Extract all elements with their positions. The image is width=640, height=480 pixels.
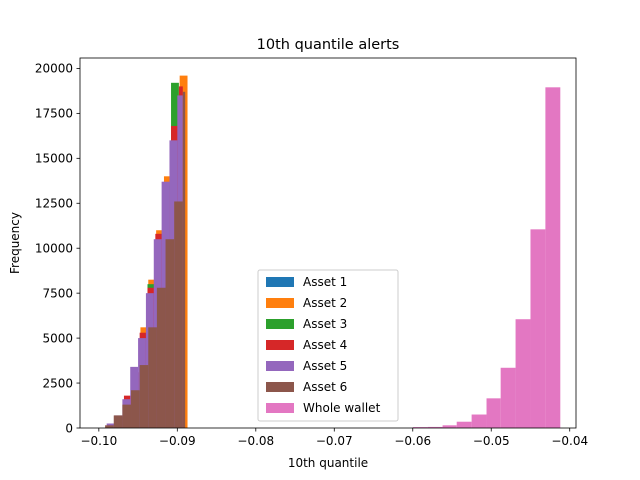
y-tick-label: 15000 (35, 152, 73, 166)
x-tick-label: −0.04 (551, 434, 588, 448)
bar-whole-wallet-5 (486, 398, 501, 428)
bar-asset-6-2 (122, 404, 132, 428)
bar-asset-6-3 (131, 390, 140, 428)
bar-whole-wallet-1 (427, 426, 443, 428)
legend-item-asset-4: Asset 4 (266, 338, 347, 352)
legend-swatch (266, 382, 294, 392)
x-tick-label: −0.05 (473, 434, 510, 448)
bar-asset-6-1 (113, 415, 123, 428)
x-axis-label: 10th quantile (288, 456, 368, 470)
bar-asset-6-0 (105, 425, 114, 428)
chart-title: 10th quantile alerts (257, 37, 400, 53)
legend-item-whole-wallet: Whole wallet (266, 401, 381, 415)
plot-frame (79, 57, 577, 429)
y-tick-label: 17500 (35, 107, 73, 121)
x-axis-ticks: −0.10 −0.09 −0.08 −0.07 −0.06 −0.05 −0.04 (80, 428, 588, 448)
y-tick-label: 20000 (35, 62, 73, 76)
x-tick-label: −0.08 (237, 434, 274, 448)
y-axis-ticks: 0 2500 5000 7500 10000 12500 15000 17500 20000 (35, 62, 80, 435)
y-axis-label: Frequency (8, 212, 22, 274)
legend-swatch (266, 361, 294, 371)
y-tick-label: 0 (65, 421, 73, 435)
x-tick-label: −0.10 (80, 434, 117, 448)
bar-whole-wallet-6 (500, 367, 516, 428)
y-tick-label: 5000 (42, 331, 73, 345)
y-tick-label: 7500 (42, 286, 73, 300)
legend-item-asset-1: Asset 1 (266, 275, 347, 289)
legend-swatch (266, 298, 294, 308)
legend-item-asset-2: Asset 2 (266, 296, 347, 310)
legend-swatch (266, 277, 294, 287)
legend-label: Asset 1 (303, 275, 347, 289)
legend: Asset 1 Asset 2 Asset 3 Asset 4 Asset 5 Asset… (257, 269, 399, 422)
bar-whole-wallet-0 (412, 427, 428, 428)
bars-layer (105, 75, 561, 429)
bar-whole-wallet-2 (442, 425, 457, 428)
bar-whole-wallet-3 (456, 421, 472, 428)
series-whole-wallet (412, 87, 561, 428)
bar-whole-wallet-9 (545, 87, 561, 428)
y-tick-label: 12500 (35, 197, 73, 211)
bar-asset-6-7 (165, 239, 175, 428)
x-tick-label: −0.07 (316, 434, 353, 448)
legend-item-asset-5: Asset 5 (266, 359, 347, 373)
bar-asset-6-4 (139, 365, 149, 428)
legend-item-asset-3: Asset 3 (266, 317, 347, 331)
bar-asset-6-5 (148, 327, 157, 428)
legend-swatch (266, 319, 294, 329)
legend-label: Asset 6 (303, 380, 347, 394)
y-tick-label: 2500 (42, 376, 73, 390)
legend-label: Asset 5 (303, 359, 347, 373)
bar-asset-6-9 (182, 91, 186, 429)
bar-asset-6-8 (174, 201, 183, 428)
y-tick-label: 10000 (35, 242, 73, 256)
x-tick-label: −0.06 (394, 434, 431, 448)
legend-label: Asset 2 (303, 296, 347, 310)
legend-label: Asset 3 (303, 317, 347, 331)
bar-whole-wallet-4 (471, 414, 487, 428)
bar-asset-6-6 (156, 287, 166, 428)
legend-swatch (266, 403, 294, 413)
legend-item-asset-6: Asset 6 (266, 380, 347, 394)
legend-label: Asset 4 (303, 338, 347, 352)
legend-swatch (266, 340, 294, 350)
bar-whole-wallet-8 (530, 229, 546, 428)
bar-whole-wallet-7 (515, 319, 531, 428)
legend-label: Whole wallet (303, 401, 381, 415)
series-asset-6 (105, 91, 186, 429)
x-tick-label: −0.09 (159, 434, 196, 448)
